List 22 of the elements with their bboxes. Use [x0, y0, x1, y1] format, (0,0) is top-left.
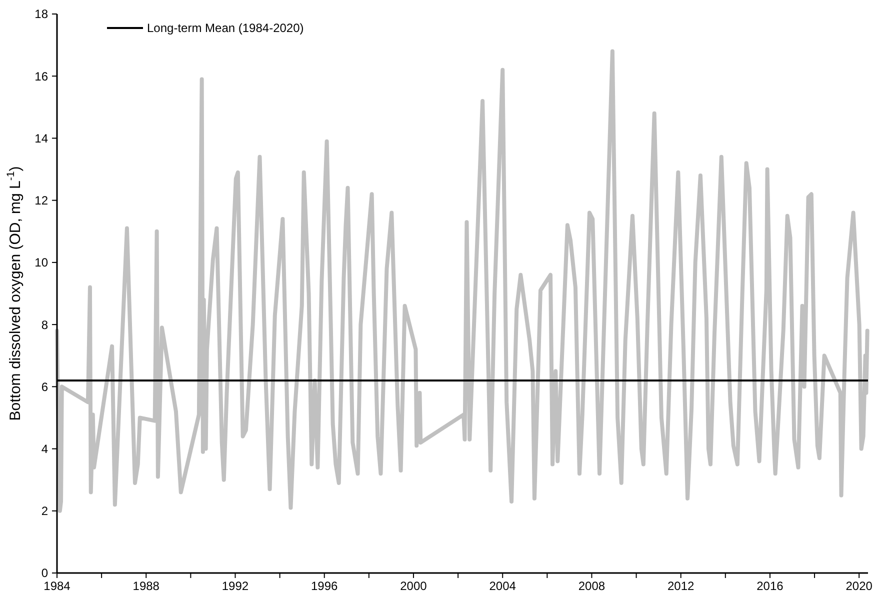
x-tick-label: 1996 — [311, 579, 338, 593]
y-tick-label: 4 — [41, 442, 48, 456]
line-series — [55, 49, 870, 513]
x-tick-label: 1988 — [132, 579, 160, 593]
y-tick-label: 2 — [41, 504, 48, 518]
x-tick-label: 2016 — [756, 579, 784, 593]
y-tick-label: 18 — [34, 7, 48, 22]
y-tick-label: 12 — [34, 194, 48, 208]
x-tick-label: 2012 — [667, 579, 695, 593]
y-tick-label: 0 — [41, 566, 48, 580]
x-tick-label: 2008 — [578, 579, 606, 593]
y-tick-label: 8 — [41, 318, 48, 332]
x-tick-label: 2000 — [400, 579, 428, 593]
x-tick-label: 2020 — [846, 579, 873, 593]
x-tick-label: 1984 — [44, 579, 71, 593]
y-tick-label: 16 — [34, 69, 48, 84]
y-tick-label: 10 — [34, 256, 48, 270]
y-tick-label: 14 — [34, 131, 48, 146]
x-tick-label: 2004 — [489, 579, 516, 593]
legend-label: Long-term Mean (1984-2020) — [147, 21, 304, 36]
x-tick-label: 1992 — [222, 579, 249, 593]
y-tick-label: 6 — [41, 380, 48, 394]
